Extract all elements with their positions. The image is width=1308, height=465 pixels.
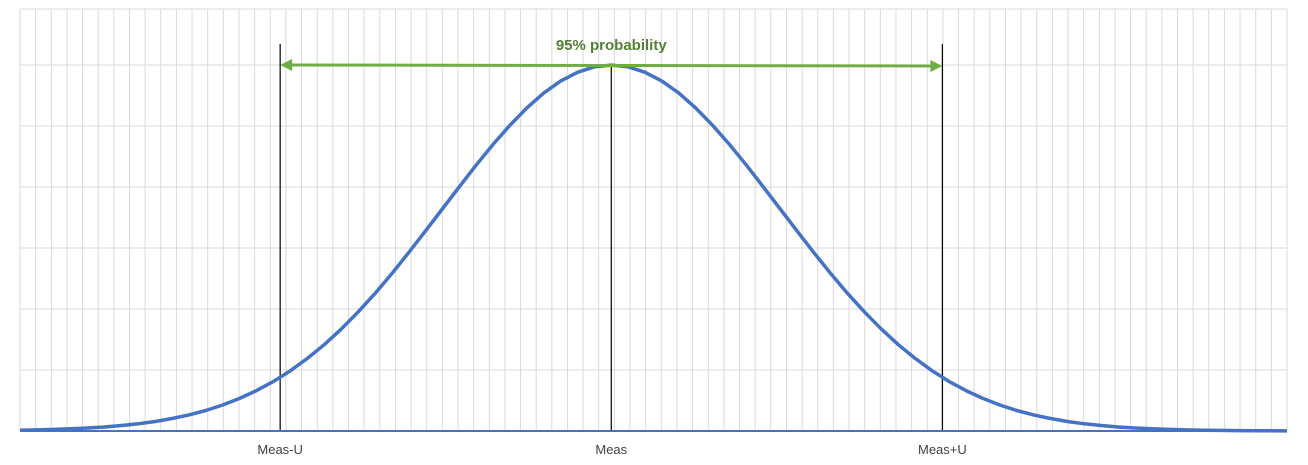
- x-tick-label: Meas+U: [918, 442, 967, 457]
- annotation-label: 95% probability: [556, 37, 668, 54]
- series-layer: [19, 63, 1288, 433]
- x-tick-label: Meas-U: [257, 442, 303, 457]
- annotation-arrow-shaft: [288, 63, 935, 68]
- annotation-arrowhead-left: [280, 59, 293, 71]
- gridlines: [19, 8, 1288, 431]
- reference-lines: [279, 44, 943, 431]
- series-line: [19, 63, 1288, 433]
- x-tick-label: Meas: [595, 442, 627, 457]
- annotation-arrowhead-right: [930, 60, 943, 72]
- annotation: 95% probability: [280, 37, 943, 72]
- x-axis: Meas-U Meas Meas+U: [20, 430, 1287, 457]
